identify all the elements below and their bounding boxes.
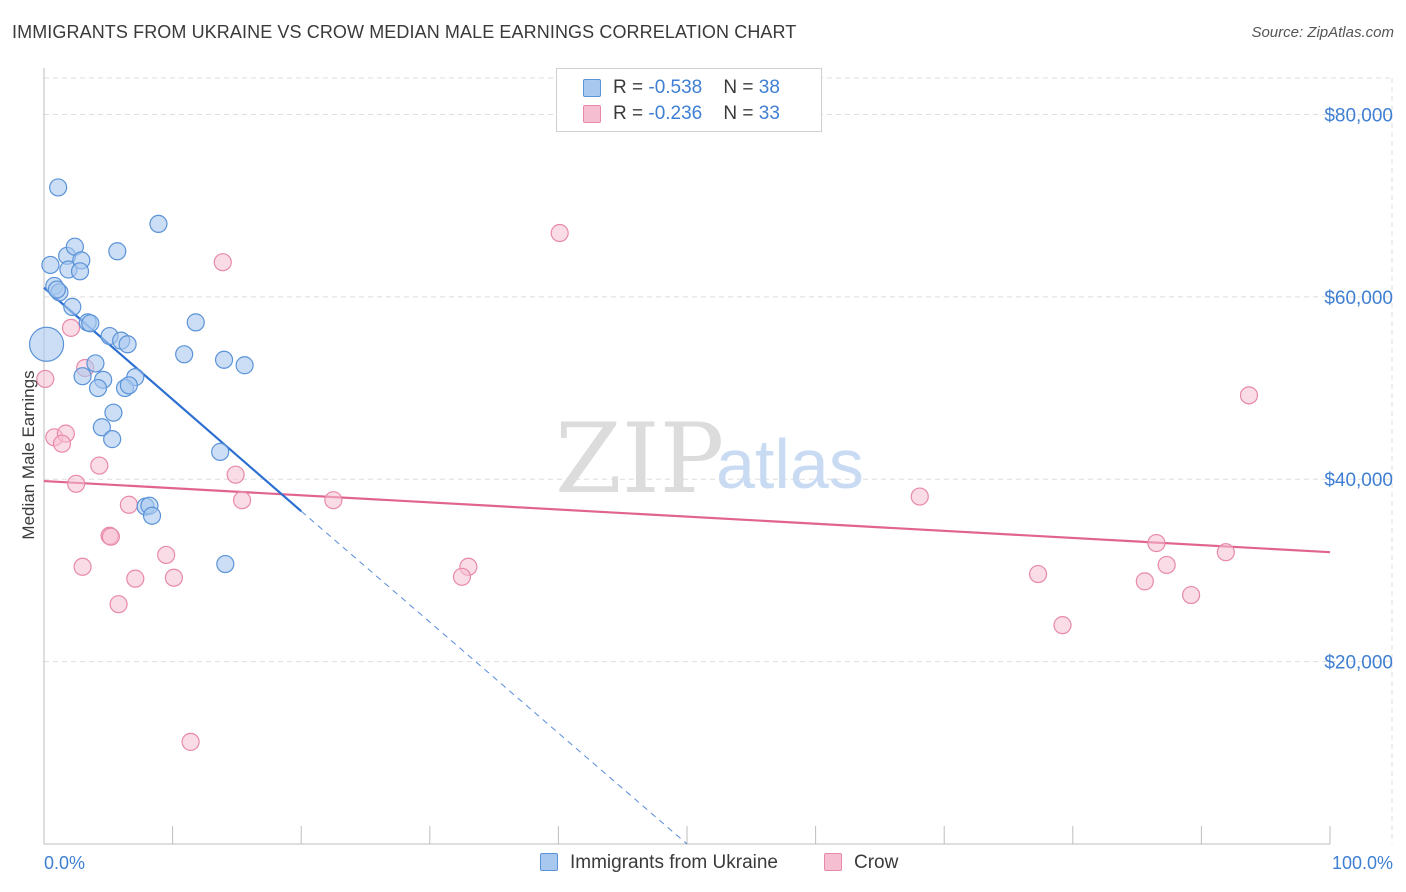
- crow-point: [1157, 555, 1176, 575]
- crow-points: [36, 223, 1259, 751]
- x-tick-label-min: 0.0%: [44, 853, 85, 873]
- watermark-zip: ZIP: [555, 403, 724, 515]
- crow-point: [61, 318, 81, 337]
- crow-point: [90, 456, 109, 475]
- y-tick-label: $60,000: [1324, 288, 1393, 309]
- ukraine-point: [214, 350, 234, 369]
- crow-point: [73, 557, 92, 576]
- n-value: 33: [758, 103, 780, 124]
- crow-point: [119, 495, 138, 514]
- watermark: ZIP atlas: [555, 403, 864, 515]
- ukraine-points: [28, 178, 254, 574]
- ukraine-point: [73, 367, 92, 386]
- ukraine-point: [70, 262, 90, 281]
- gridlines: [44, 77, 1393, 844]
- n-value: 38: [758, 77, 780, 98]
- ukraine-point: [142, 506, 162, 525]
- ukraine-point: [119, 376, 138, 395]
- ukraine-point: [92, 418, 111, 437]
- crow-point: [52, 434, 72, 453]
- trend-lines: [43, 286, 1331, 845]
- ukraine-point: [186, 313, 205, 332]
- r-label: R =: [613, 77, 649, 98]
- ukraine-point: [41, 255, 60, 275]
- crow-point: [126, 569, 145, 588]
- crow-point: [213, 253, 232, 272]
- ukraine-point: [118, 335, 137, 354]
- ukraine-point: [175, 345, 194, 364]
- crow-trend-line: [43, 479, 1331, 554]
- crow-point: [1216, 543, 1235, 562]
- crow-point: [109, 595, 128, 614]
- ukraine-point: [235, 356, 254, 375]
- y-tick-label: $20,000: [1324, 653, 1393, 674]
- stats-legend: R = -0.538 N = 38 R = -0.236 N = 33: [556, 68, 822, 132]
- legend-text-ukraine: R = -0.538 N = 38: [613, 77, 780, 99]
- chart-title: IMMIGRANTS FROM UKRAINE VS CROW MEDIAN M…: [12, 22, 797, 42]
- y-tick-labels: $20,000 $40,000 $60,000 $80,000: [1324, 105, 1393, 673]
- ukraine-legend-label: Immigrants from Ukraine: [570, 852, 778, 873]
- n-label: N =: [723, 77, 759, 98]
- crow-point: [232, 491, 252, 510]
- crow-point: [1239, 386, 1259, 405]
- r-label: R =: [613, 103, 649, 124]
- y-tick-label: $80,000: [1324, 105, 1393, 126]
- ukraine-point: [103, 430, 122, 449]
- legend-text-crow: R = -0.236 N = 33: [613, 103, 780, 125]
- crow-swatch: [583, 105, 601, 123]
- ukraine-point: [211, 442, 230, 461]
- crow-point: [1028, 564, 1048, 584]
- ukraine-swatch: [583, 79, 601, 97]
- ukraine-trend-extension: [300, 510, 688, 845]
- crow-point: [157, 545, 176, 565]
- crow-point: [181, 732, 200, 751]
- crow-point: [1147, 533, 1166, 553]
- r-value: -0.538: [648, 77, 703, 98]
- ukraine-point: [108, 242, 127, 261]
- crow-legend-label: Crow: [854, 852, 899, 873]
- y-axis-label: Median Male Earnings: [19, 370, 38, 539]
- crow-point: [452, 567, 472, 586]
- y-tick-label: $40,000: [1324, 470, 1393, 491]
- r-value: -0.236: [648, 103, 703, 124]
- ukraine-point: [149, 214, 168, 234]
- ukraine-point: [86, 354, 105, 373]
- ukraine-point: [63, 297, 82, 316]
- crow-legend-swatch: [824, 853, 842, 871]
- crow-point: [67, 474, 86, 493]
- crow-point: [1135, 572, 1154, 591]
- crow-point: [101, 527, 120, 546]
- crow-point: [324, 491, 343, 510]
- watermark-atlas: atlas: [716, 425, 864, 503]
- crow-point: [1053, 616, 1072, 635]
- x-tick-labels: 0.0% 100.0%: [44, 853, 1393, 873]
- ukraine-point: [104, 403, 123, 422]
- crow-point: [36, 369, 55, 389]
- ukraine-legend-swatch: [540, 853, 558, 871]
- ukraine-point: [88, 378, 108, 398]
- crow-point: [226, 465, 245, 484]
- x-tick-label-max: 100.0%: [1332, 853, 1393, 873]
- ukraine-point: [49, 178, 68, 197]
- source-credit: Source: ZipAtlas.com: [1251, 24, 1394, 41]
- ukraine-point: [28, 326, 65, 362]
- crow-point: [164, 568, 183, 587]
- crow-point: [550, 223, 569, 243]
- n-label: N =: [723, 103, 759, 124]
- ukraine-point: [47, 280, 66, 299]
- ukraine-point: [216, 554, 235, 574]
- crow-point: [1182, 585, 1201, 605]
- crow-point: [910, 487, 929, 506]
- ukraine-point: [81, 314, 100, 333]
